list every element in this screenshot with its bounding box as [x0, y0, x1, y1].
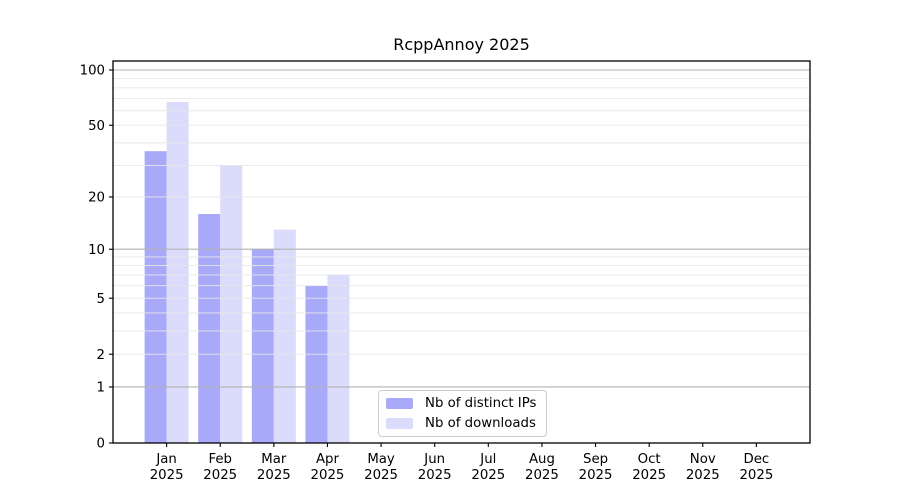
- bar-feb-downloads: [220, 165, 243, 443]
- y-tick-label-1: 1: [97, 381, 105, 396]
- x-tick-label-dec: Dec 2025: [739, 452, 773, 483]
- x-tick-label-jun: Jun 2025: [418, 452, 452, 483]
- y-tick-label-100: 100: [80, 64, 105, 79]
- bar-mar-downloads: [273, 229, 296, 443]
- y-tick-label-10: 10: [88, 243, 105, 258]
- y-tick-label-20: 20: [88, 191, 105, 206]
- chart-title: RcppAnnoy 2025: [393, 35, 530, 54]
- x-tick-label-feb: Feb 2025: [203, 452, 237, 483]
- y-tick-label-50: 50: [88, 119, 105, 134]
- legend: Nb of distinct IPs Nb of downloads: [378, 390, 547, 437]
- bar-jan-distinct-ips: [144, 151, 167, 443]
- y-tick-label-2: 2: [97, 348, 105, 363]
- x-tick-label-aug: Aug 2025: [525, 452, 559, 483]
- y-tick-label-5: 5: [97, 292, 105, 307]
- legend-item-distinct-ips: Nb of distinct IPs: [386, 395, 546, 412]
- x-tick-label-sep: Sep 2025: [579, 452, 613, 483]
- x-tick-label-jan: Jan 2025: [150, 452, 184, 483]
- bar-mar-distinct-ips: [251, 249, 274, 443]
- x-tick-label-may: May 2025: [364, 452, 398, 483]
- x-tick-label-nov: Nov 2025: [686, 452, 720, 483]
- bar-jan-downloads: [166, 101, 189, 443]
- legend-label-downloads: Nb of downloads: [425, 415, 536, 431]
- bar-apr-distinct-ips: [305, 285, 328, 443]
- x-tick-label-mar: Mar 2025: [257, 452, 291, 483]
- bar-apr-downloads: [327, 274, 350, 443]
- plot-spines: [112, 60, 811, 444]
- x-tick-label-jul: Jul 2025: [471, 452, 505, 483]
- legend-item-downloads: Nb of downloads: [386, 415, 546, 432]
- legend-swatch-downloads: [386, 418, 413, 429]
- x-tick-label-oct: Oct 2025: [632, 452, 666, 483]
- y-tick-label-0: 0: [97, 437, 105, 452]
- legend-swatch-distinct-ips: [386, 398, 413, 409]
- x-tick-label-apr: Apr 2025: [311, 452, 345, 483]
- legend-label-distinct-ips: Nb of distinct IPs: [425, 395, 537, 411]
- bar-feb-distinct-ips: [198, 214, 221, 443]
